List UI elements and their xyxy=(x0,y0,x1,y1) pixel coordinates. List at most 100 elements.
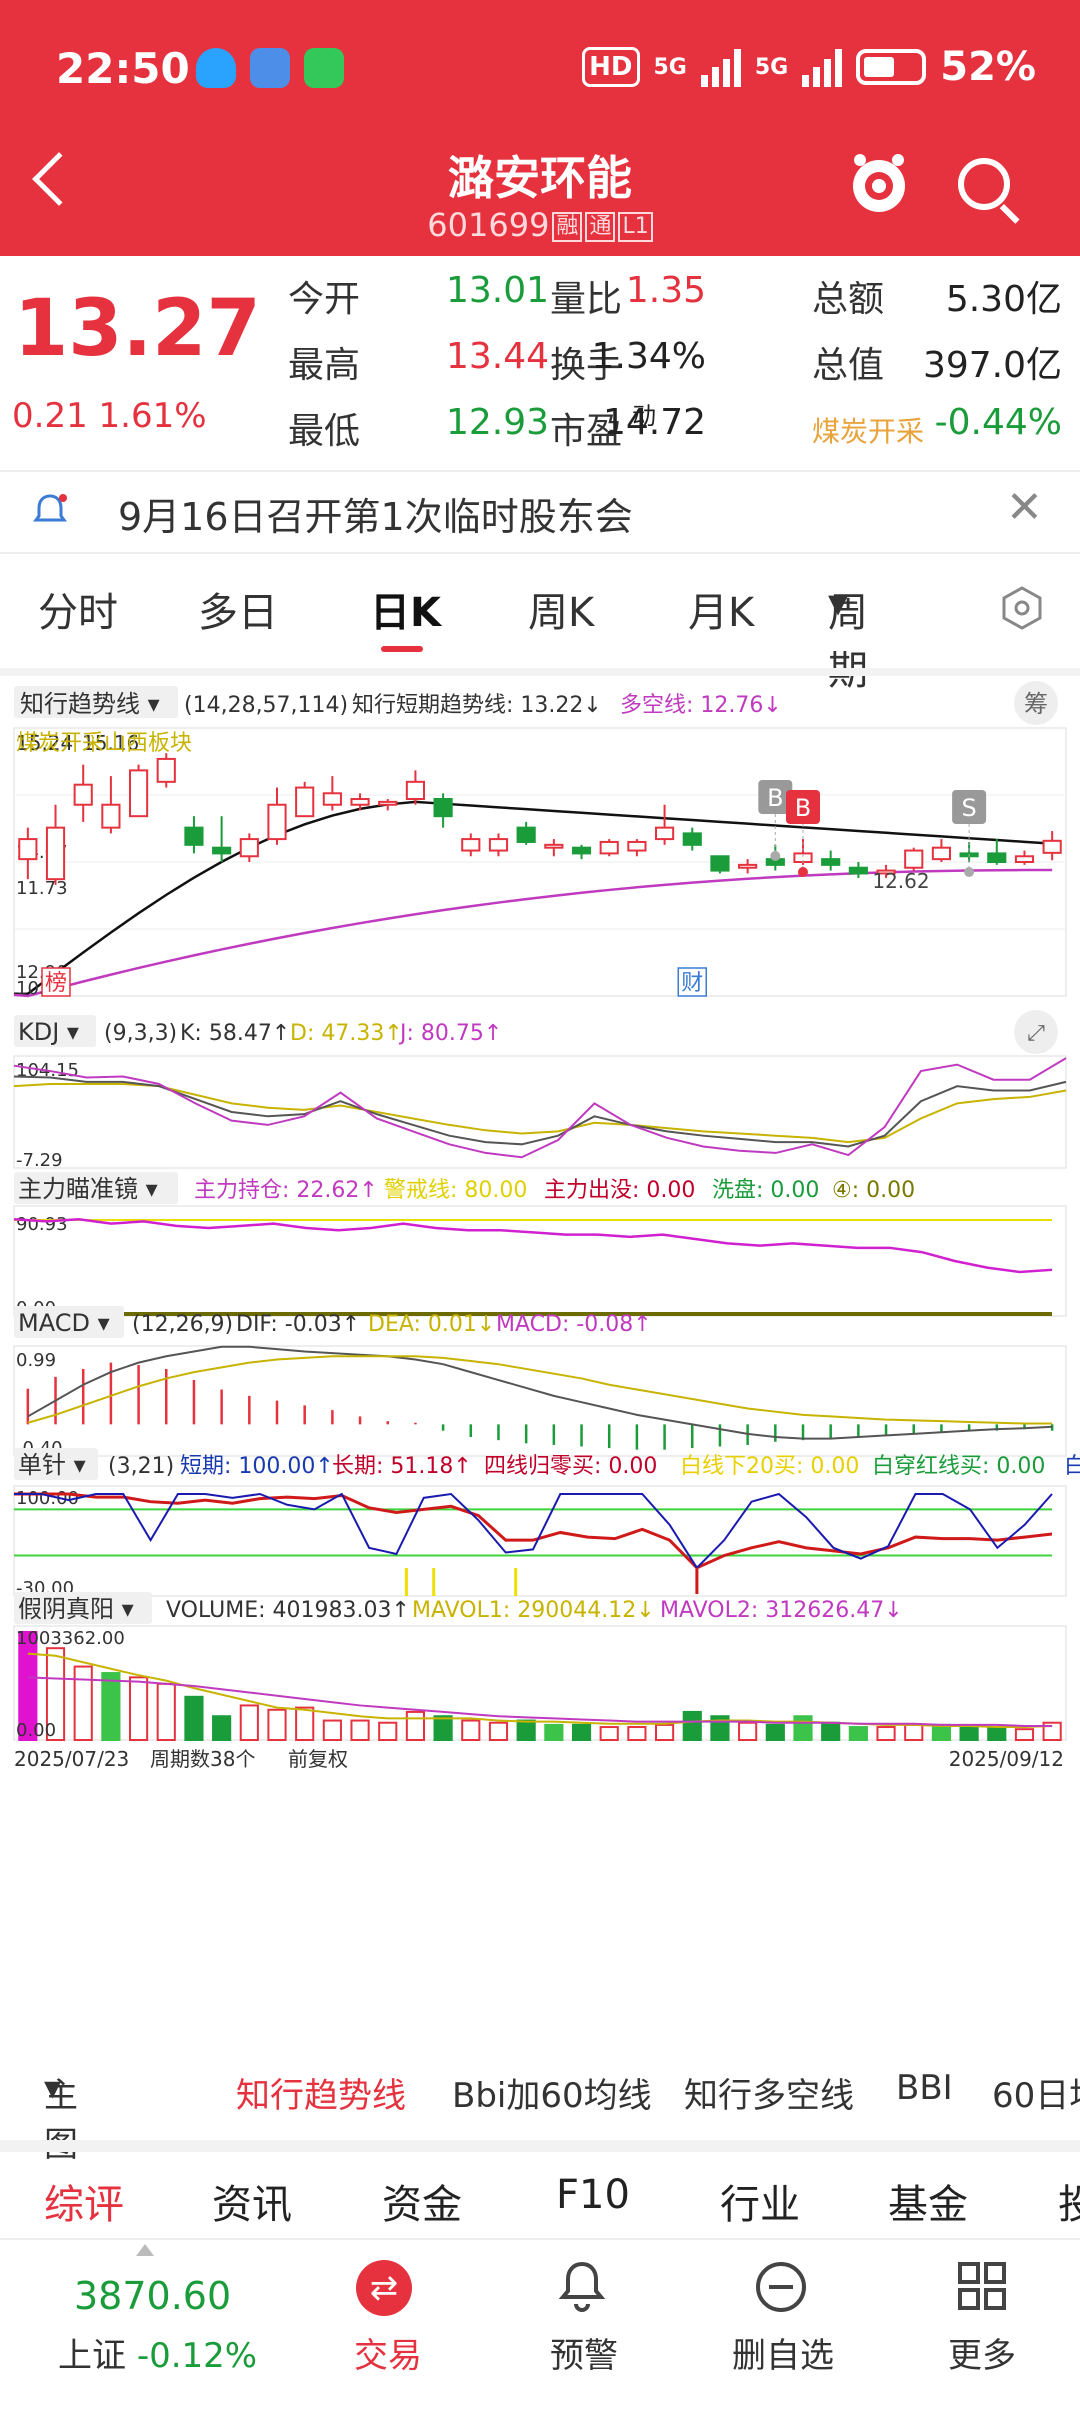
hd-icon: HD xyxy=(582,47,640,87)
more-grid-icon[interactable] xyxy=(956,2260,1008,2312)
long-short-label: 多空线: 12.76↓ xyxy=(620,693,782,718)
indicator-select-bg xyxy=(14,686,178,718)
quote-value: 1.35 xyxy=(625,270,706,311)
vol-ymax: 1003362.00 xyxy=(16,1628,125,1649)
pe-superscript: 动 xyxy=(632,402,656,430)
candle-body xyxy=(599,840,619,855)
bell-icon xyxy=(33,494,67,522)
volume-bar xyxy=(1014,1728,1035,1741)
kline-chart[interactable]: 知行趋势线 ▾ (14,28,57,114) 知行短期趋势线: 13.22↓ 多空线:… xyxy=(0,676,1080,2056)
tab-rik[interactable]: 日K xyxy=(370,590,441,636)
candle-body xyxy=(848,866,868,875)
tab-hangye[interactable]: 行业 xyxy=(720,2182,800,2228)
candle-body xyxy=(18,838,38,861)
mascot-icon[interactable] xyxy=(848,150,910,216)
tab-zhouqi[interactable]: 周期 ▾ xyxy=(828,580,868,694)
zhuli-c: 主力出没: 0.00 xyxy=(544,1178,695,1203)
trade-icon[interactable]: ⇄ xyxy=(356,2260,412,2316)
overlay-sector-label: 煤炭开采山西板块 xyxy=(16,731,192,756)
volume-bar xyxy=(599,1726,619,1742)
nav-trade[interactable]: 交易 xyxy=(354,2336,422,2376)
volume-bar xyxy=(821,1721,841,1741)
mavol2-line xyxy=(27,1676,1053,1727)
tab-fenshi[interactable]: 分时 xyxy=(38,590,118,636)
candle-body xyxy=(405,780,426,801)
tab-f10[interactable]: F10 xyxy=(556,2172,630,2218)
tab-bbi60[interactable]: Bbi加60均线 xyxy=(452,2076,652,2116)
nav-more[interactable]: 更多 xyxy=(948,2336,1016,2376)
danzhen-ymax: 100.00 xyxy=(16,1488,79,1509)
volume-bar xyxy=(45,1647,66,1742)
index-info[interactable]: 上证 -0.12% xyxy=(58,2336,258,2376)
tab-zijin[interactable]: 资金 xyxy=(382,2182,462,2228)
volume-bar xyxy=(461,1719,481,1742)
volume-bar xyxy=(738,1721,758,1741)
alert-bell-icon[interactable] xyxy=(556,2260,608,2316)
candle-body xyxy=(184,826,204,846)
quote-value: 14.72 xyxy=(602,402,706,443)
tab-tou[interactable]: 投 xyxy=(1058,2182,1080,2228)
danzhen-frame xyxy=(13,1485,1067,1597)
tab-zhouk[interactable]: 周K xyxy=(528,590,595,636)
volume-bar xyxy=(516,1719,536,1742)
zhuli-e: ④: 0.00 xyxy=(832,1178,915,1203)
volume-bar xyxy=(378,1721,398,1741)
close-icon[interactable]: ✕ xyxy=(1006,482,1043,533)
zhuli-a: 主力持仓: 22.62↑ xyxy=(194,1178,378,1203)
vol-mavol1: MAVOL1: 290044.12↓ xyxy=(412,1598,655,1623)
zhuli-d: 洗盘: 0.00 xyxy=(712,1178,819,1203)
main-indicator-name: 知行趋势线 ▾ xyxy=(20,690,160,718)
zhuli-frame xyxy=(13,1205,1067,1317)
nav-alert[interactable]: 预警 xyxy=(550,2336,618,2376)
signal-label-2: 5G xyxy=(754,54,789,80)
chips-button-label: 筹 xyxy=(1024,690,1048,718)
tab-zixun[interactable]: 资讯 xyxy=(212,2182,292,2228)
candle-body xyxy=(931,846,952,861)
volume-bar xyxy=(322,1719,342,1742)
nav-remove[interactable]: 删自选 xyxy=(732,2336,834,2376)
danzhen-d: 白线下20买: 0.00 xyxy=(680,1454,859,1479)
zhuli-b: 警戒线: 80.00 xyxy=(384,1178,527,1203)
tab-active-indicator xyxy=(381,646,423,652)
quote-value: 12.93 xyxy=(446,402,550,443)
kdj-k-line xyxy=(13,1075,1067,1148)
volume-bar xyxy=(544,1723,564,1742)
volume-bar xyxy=(212,1715,232,1741)
remove-watchlist-icon[interactable] xyxy=(754,2260,808,2314)
kdj-params: (9,3,3) xyxy=(104,1021,177,1046)
volume-bar xyxy=(931,1723,952,1742)
tab-60ma[interactable]: 60日均 xyxy=(992,2076,1080,2116)
tab-yuek[interactable]: 月K xyxy=(688,590,755,636)
tab-zhixing-duokong[interactable]: 知行多空线 xyxy=(684,2076,854,2116)
settings-icon[interactable] xyxy=(998,584,1046,632)
danzhen-select-bg xyxy=(14,1448,98,1480)
tab-jijin[interactable]: 基金 xyxy=(888,2182,968,2228)
weather-icon xyxy=(250,48,290,88)
volume-bar xyxy=(627,1726,647,1742)
volume-bar xyxy=(295,1706,315,1741)
badge-cai xyxy=(677,967,708,997)
signal-dot xyxy=(964,867,975,877)
quote-value: 13.01 xyxy=(446,270,550,311)
candle-body xyxy=(571,846,592,855)
divider xyxy=(0,668,1080,676)
index-value[interactable]: 3870.60 xyxy=(74,2274,232,2318)
vol-volume: VOLUME: 401983.03↑ xyxy=(166,1598,410,1623)
badge-bang-label: 榜 xyxy=(45,971,67,996)
volume-bar xyxy=(405,1710,426,1742)
candle-body xyxy=(821,858,841,866)
quote-value: 13.44 xyxy=(446,336,550,377)
quote-value: 397.0亿 xyxy=(922,345,1062,386)
expand-up-icon[interactable] xyxy=(136,2244,154,2256)
volume-bar xyxy=(128,1676,149,1741)
tab-zhixing-trend[interactable]: 知行趋势线 xyxy=(236,2076,406,2116)
candle-body xyxy=(627,840,647,852)
y-max-label: 15.24 xyxy=(16,731,73,755)
tab-duori[interactable]: 多日 xyxy=(198,590,278,636)
search-icon[interactable] xyxy=(958,158,1010,210)
tab-bbi[interactable]: BBI xyxy=(896,2068,953,2108)
main-chart-select[interactable]: 主图 ▾ xyxy=(44,2068,78,2165)
tab-zongping[interactable]: 综评 xyxy=(44,2182,124,2228)
notice-bar[interactable]: 9月16日召开第1次临时股东会 ✕ xyxy=(0,470,1080,550)
bottom-nav: 3870.60 上证 -0.12% ⇄ 交易 预警 删自选 更多 xyxy=(0,2238,1080,2412)
